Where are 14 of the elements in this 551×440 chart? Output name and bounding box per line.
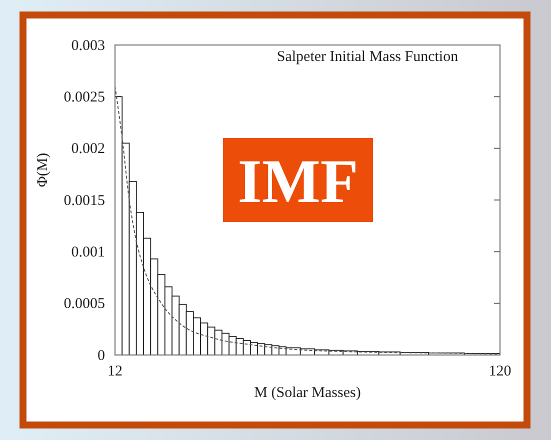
line-series xyxy=(114,86,500,354)
x-tick-label: 120 xyxy=(488,364,512,380)
x-axis-title: M (Solar Masses) xyxy=(254,385,361,401)
y-tick-label: 0.0015 xyxy=(64,192,105,209)
y-tick-label: 0.001 xyxy=(71,244,105,260)
chart-title: Salpeter Initial Mass Function xyxy=(276,49,459,65)
annotation: IMF xyxy=(238,148,358,216)
y-tick-label: 0 xyxy=(98,348,105,364)
y-axis-title: Φ(M) xyxy=(35,152,51,188)
y-tick-label: 0.002 xyxy=(71,141,105,158)
y-tick-label: 0.003 xyxy=(71,38,105,54)
x-tick-label: 12 xyxy=(108,364,122,380)
y-tick-label: 0.0005 xyxy=(64,296,105,312)
y-tick-label: 0.0025 xyxy=(64,89,105,106)
